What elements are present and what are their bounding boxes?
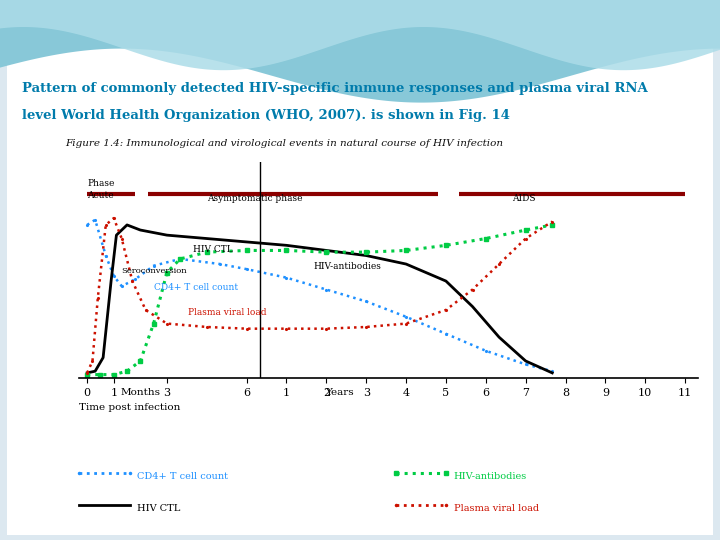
Text: HIV CTL: HIV CTL [137,504,180,514]
Text: Years: Years [325,388,354,397]
Text: Time post infection: Time post infection [79,403,181,413]
Text: Pattern of commonly detected HIV-specific immune responses and plasma viral RNA: Pattern of commonly detected HIV-specifi… [22,82,647,95]
Text: Months: Months [120,388,161,397]
Text: CD4+ T cell count: CD4+ T cell count [153,282,238,292]
Text: HIV-antibodies: HIV-antibodies [454,472,527,481]
Text: Seroconversion: Seroconversion [122,267,187,274]
Text: Plasma viral load: Plasma viral load [454,504,539,514]
Text: HIV-antibodies: HIV-antibodies [313,262,381,271]
Text: Figure 1.4: Immunological and virological events in natural course of HIV infect: Figure 1.4: Immunological and virologica… [65,139,503,148]
Text: Plasma viral load: Plasma viral load [188,308,266,317]
Polygon shape [0,0,720,70]
Text: Asymptomatic phase: Asymptomatic phase [207,194,302,203]
Text: AIDS: AIDS [513,194,536,203]
Text: CD4+ T cell count: CD4+ T cell count [137,472,228,481]
Text: Phase: Phase [87,179,114,188]
Text: level World Health Organization (WHO, 2007). is shown in Fig. 14: level World Health Organization (WHO, 20… [22,109,510,122]
Polygon shape [0,0,720,103]
Text: HIV CTL: HIV CTL [194,245,233,254]
Text: Acute: Acute [87,191,114,200]
